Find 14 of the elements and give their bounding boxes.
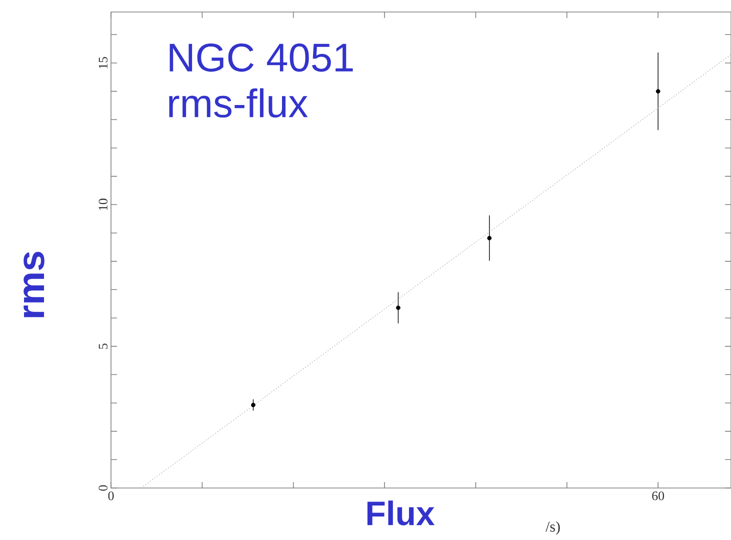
point <box>487 236 492 240</box>
y-tick-label: 0 <box>98 485 108 491</box>
y-tick-label: 10 <box>98 198 108 210</box>
y-axis-title: rms <box>24 252 44 318</box>
text: NGC 4051 <box>170 44 353 72</box>
y-tick-label: 5 <box>98 344 108 349</box>
text: rms-flux <box>169 88 308 118</box>
point <box>656 89 660 94</box>
x-axis-title: Flux <box>367 500 435 526</box>
y-tick-label: 15 <box>98 57 108 68</box>
point <box>251 402 256 408</box>
text: /s) <box>546 521 560 535</box>
x-tick-label: 60 <box>652 492 664 500</box>
point <box>396 306 400 310</box>
